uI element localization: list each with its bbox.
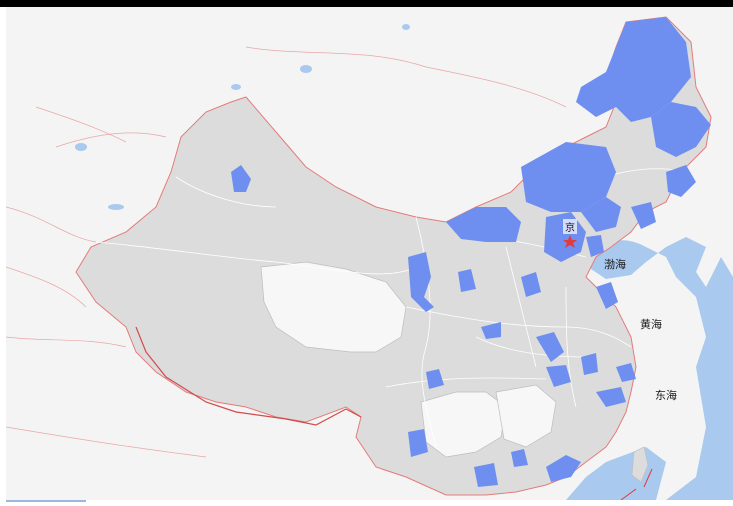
highlight-hubei (546, 365, 571, 387)
highlighted-regions[interactable] (231, 17, 711, 487)
sea-label-donghai: 东海 (655, 389, 677, 402)
highlight-guangdong (546, 455, 581, 482)
highlight-jilin (666, 165, 696, 197)
highlight-yinchuan (408, 252, 434, 312)
taiwan (631, 446, 649, 483)
capital-label: 京 (563, 219, 577, 234)
central-south-region (420, 391, 507, 458)
highlight-sichuan (426, 369, 444, 389)
highlight-xinjiang (231, 165, 251, 192)
highlight-gansu (458, 269, 476, 292)
highlight-zhejiang (596, 387, 626, 407)
highlight-shaanxi (481, 322, 501, 339)
top-bar (0, 0, 733, 7)
highlight-chifeng (581, 197, 621, 232)
lakes (75, 24, 410, 210)
highlight-yunnan (408, 429, 428, 457)
tibet-region (260, 261, 407, 353)
highlight-shandong (596, 282, 618, 309)
highlight-liaoning (631, 202, 656, 229)
highlight-henan (536, 332, 564, 362)
footer (0, 500, 733, 506)
map-canvas[interactable] (6, 7, 733, 500)
footer-attribution-bar (6, 500, 86, 502)
china-map[interactable]: 京 渤海 黄海 东海 (6, 7, 733, 500)
highlight-hebei (586, 235, 604, 257)
sea-label-huanghai: 黄海 (640, 318, 662, 331)
sea-area (606, 237, 733, 500)
highlight-taiyuan (521, 272, 541, 297)
highlight-hulunbuir (576, 17, 691, 122)
neighbor-borders (6, 46, 567, 458)
highlight-guangxi (474, 463, 498, 487)
highlight-jiangsu (616, 363, 636, 382)
highlight-anhui (581, 353, 598, 375)
southeast-region (495, 384, 557, 448)
southwest-border (135, 326, 362, 426)
highlight-west-inner-mongolia (446, 207, 521, 242)
capital-star-icon (563, 235, 577, 248)
sea-boundary-line (620, 468, 653, 500)
highlight-heilongjiang (651, 102, 711, 157)
highlight-guizhou (511, 449, 528, 467)
highlight-north-inner-mongolia (521, 142, 616, 212)
sea-label-bohai: 渤海 (604, 258, 626, 271)
